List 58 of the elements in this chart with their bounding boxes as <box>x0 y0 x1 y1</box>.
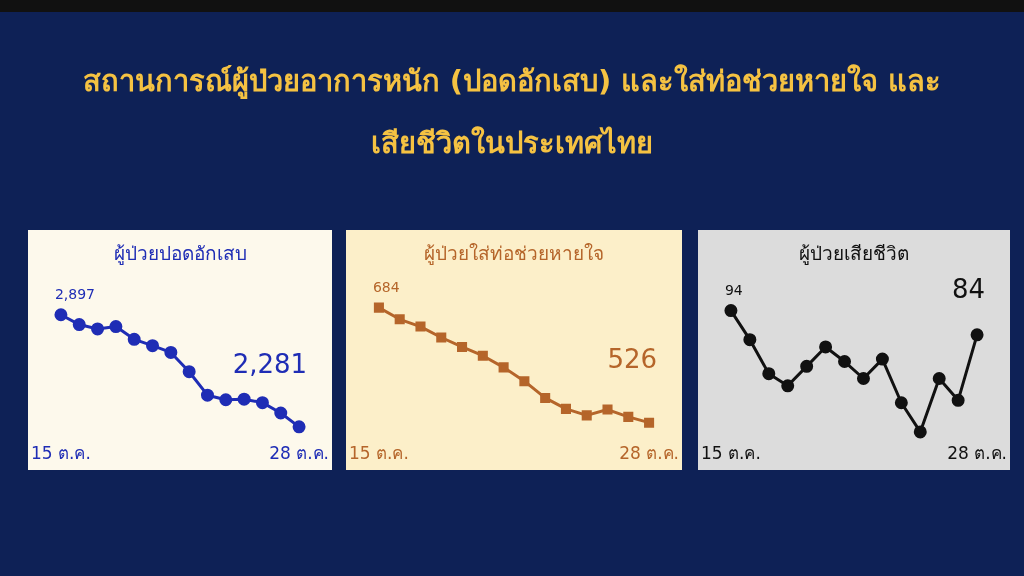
data-label: 94 <box>724 282 743 299</box>
point <box>373 302 384 313</box>
x-tick-label: 28 ต.ค. <box>947 443 1007 464</box>
point <box>970 328 984 342</box>
data-label: 84 <box>951 273 986 304</box>
text: สถานการณ์ผู้ป่วยอาการหนัก (ปอดอักเสบ) และใส่ท่อช่วยหายใจ และเสียชีวิตในประเทศไทย <box>81 63 943 162</box>
point <box>743 333 757 347</box>
point <box>146 339 160 353</box>
point <box>762 367 776 381</box>
point <box>875 352 889 366</box>
point <box>91 322 105 336</box>
point <box>581 410 592 421</box>
point <box>781 379 795 393</box>
chart-title: ผู้ป่วยใส่ท่อช่วยหายใจ <box>423 241 605 267</box>
point <box>436 332 447 343</box>
point <box>274 406 288 420</box>
point <box>292 420 306 434</box>
point <box>72 318 86 332</box>
data-label: 2,897 <box>54 286 96 303</box>
point <box>560 403 571 414</box>
point <box>219 393 233 407</box>
point <box>800 359 814 373</box>
chart-title: ผู้ป่วยปอดอักเสบ <box>112 241 248 267</box>
point <box>394 314 405 325</box>
point <box>237 392 251 406</box>
data-label: 526 <box>607 344 658 375</box>
point <box>913 425 927 439</box>
point <box>109 320 123 334</box>
point <box>477 350 488 361</box>
point <box>127 332 141 346</box>
x-tick-label: 15 ต.ค. <box>349 443 409 464</box>
data-label: 2,281 <box>232 348 308 379</box>
x-tick-label: 28 ต.ค. <box>619 443 679 464</box>
x-tick-label: 15 ต.ค. <box>701 443 761 464</box>
point <box>255 396 269 410</box>
point <box>856 372 870 386</box>
point <box>932 372 946 386</box>
point <box>519 376 530 387</box>
x-tick-label: 28 ต.ค. <box>269 443 329 464</box>
point <box>182 365 196 379</box>
point <box>164 345 178 359</box>
point <box>838 355 852 369</box>
point <box>54 308 68 322</box>
point <box>200 388 214 402</box>
point <box>819 340 833 354</box>
data-label: 684 <box>372 279 400 296</box>
point <box>457 341 468 352</box>
point <box>498 362 509 373</box>
point <box>540 392 551 403</box>
point <box>644 417 655 428</box>
point <box>894 396 908 410</box>
point <box>724 304 738 318</box>
x-tick-label: 15 ต.ค. <box>31 443 91 464</box>
point <box>415 321 426 332</box>
point <box>602 404 613 415</box>
point <box>951 393 965 407</box>
chart-title: ผู้ป่วยเสียชีวิต <box>798 241 910 267</box>
point <box>623 411 634 422</box>
